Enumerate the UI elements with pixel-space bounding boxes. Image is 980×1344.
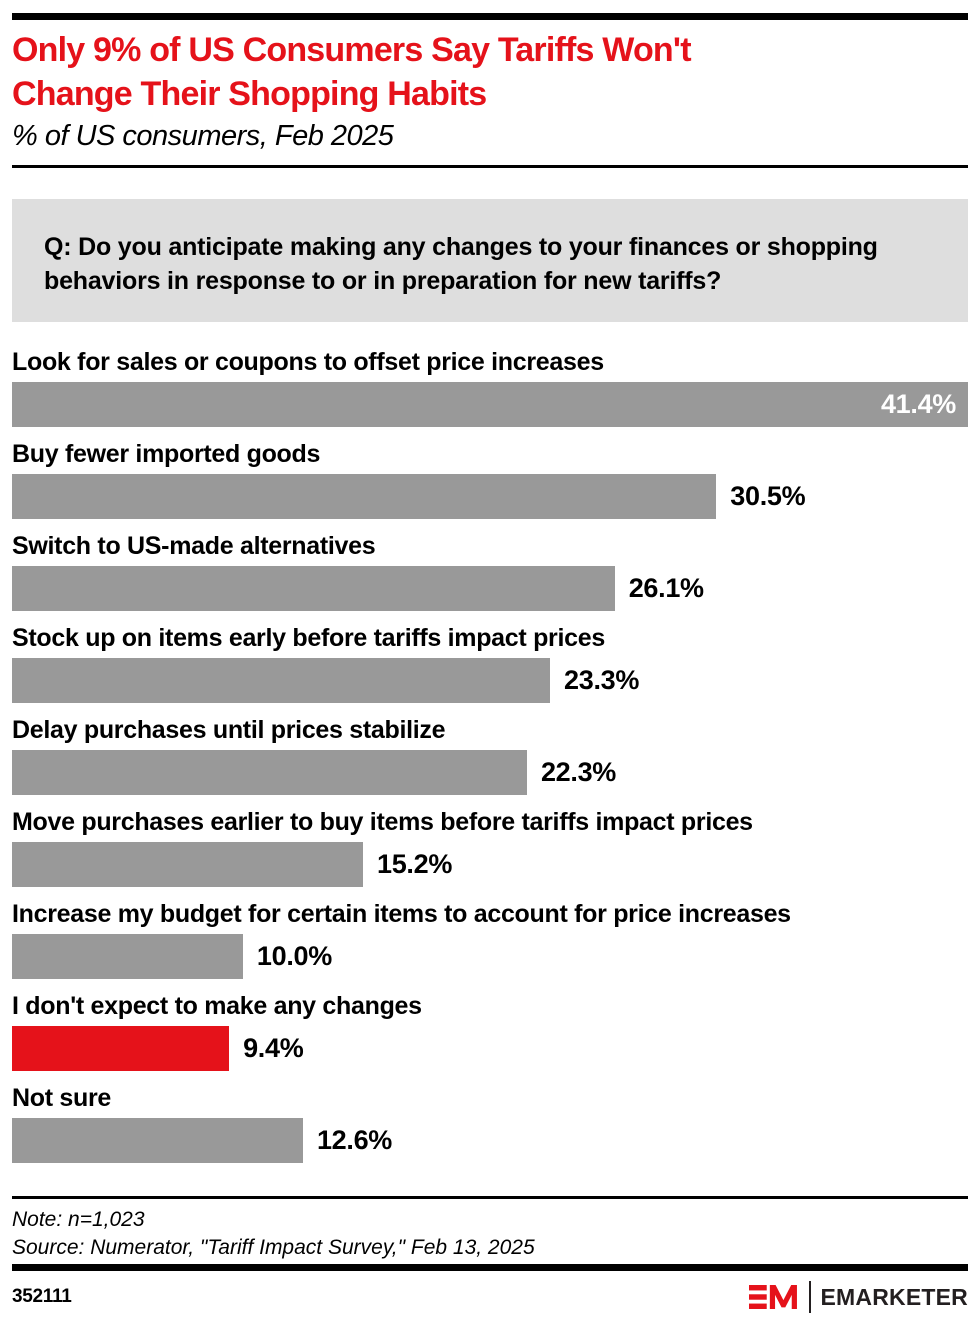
chart-id: 352111 [12,1286,72,1307]
bar-track: 10.0% [12,934,968,979]
footnote-divider [12,1196,968,1199]
bar-value-label: 41.4% [880,389,956,419]
bar-track: 30.5% [12,474,968,519]
top-rule-thick [12,13,968,20]
bar-chart: Look for sales or coupons to offset pric… [12,349,968,1163]
chart-row: Switch to US-made alternatives 26.1% [12,533,968,611]
bar-category-label: Stock up on items early before tariffs i… [12,624,605,652]
bar-track: 22.3% [12,750,968,795]
page-title-line1: Only 9% of US Consumers Say Tariffs Won'… [12,31,692,69]
bar-category-label: Delay purchases until prices stabilize [12,716,446,744]
chart-row: Buy fewer imported goods 30.5% [12,441,968,519]
chart-row: I don't expect to make any changes 9.4% [12,993,968,1071]
footer-bar: 352111 EMARKETER [12,1276,968,1318]
chart-row: Not sure 12.6% [12,1085,968,1163]
bar-track: 15.2% [12,842,968,887]
bar [12,842,363,887]
note-text: Note: n=1,023 [12,1208,145,1231]
page-subtitle: % of US consumers, Feb 2025 [12,120,394,152]
chart-row: Increase my budget for certain items to … [12,901,968,979]
bar: 41.4% [12,382,968,427]
bar-category-label: Buy fewer imported goods [12,440,321,468]
brand-name: EMARKETER [820,1283,968,1310]
bar-track: 26.1% [12,566,968,611]
footnotes: Note: n=1,023 Source: Numerator, "Tariff… [12,1206,968,1262]
bar-value-label: 22.3% [540,757,616,787]
bar [12,750,527,795]
source-text: Source: Numerator, "Tariff Impact Survey… [12,1236,535,1259]
bar-category-label: I don't expect to make any changes [12,992,422,1020]
bar [12,658,551,703]
bar-category-label: Not sure [12,1084,112,1112]
chart-row: Stock up on items early before tariffs i… [12,625,968,703]
bar [12,566,615,611]
emarketer-em-logo-icon [748,1285,797,1309]
bar-category-label: Increase my budget for certain items to … [12,900,791,928]
bar-value-label: 23.3% [564,665,640,695]
bar [12,474,717,519]
bar-category-label: Move purchases earlier to buy items befo… [12,808,753,836]
brand-divider [808,1281,811,1313]
page-title-line2: Change Their Shopping Habits [12,75,487,113]
bar-value-label: 12.6% [316,1125,393,1155]
infographic-page: Only 9% of US Consumers Say Tariffs Won'… [0,13,980,1318]
bar [12,934,243,979]
bottom-rule-thick [12,1264,968,1271]
chart-row: Look for sales or coupons to offset pric… [12,349,968,427]
header-divider [12,165,968,168]
survey-question-box: Q: Do you anticipate making any changes … [12,199,968,322]
bar-track: 23.3% [12,658,968,703]
page-title: Only 9% of US Consumers Say Tariffs Won'… [12,28,968,116]
brand-lockup: EMARKETER [748,1281,968,1313]
bar [12,1118,303,1163]
bar-value-label: 26.1% [628,573,704,603]
bar-category-label: Look for sales or coupons to offset pric… [12,348,604,376]
bar-value-label: 15.2% [376,849,453,879]
bar-track: 9.4% [12,1026,968,1071]
chart-row: Delay purchases until prices stabilize 22… [12,717,968,795]
bar-category-label: Switch to US-made alternatives [12,532,376,560]
bar-track: 41.4% [12,382,968,427]
chart-row: Move purchases earlier to buy items befo… [12,809,968,887]
bar-highlighted [12,1026,230,1071]
bar-value-label: 9.4% [243,1033,304,1063]
bar-track: 12.6% [12,1118,968,1163]
bar-value-label: 10.0% [256,941,332,971]
bar-value-label: 30.5% [730,481,806,511]
